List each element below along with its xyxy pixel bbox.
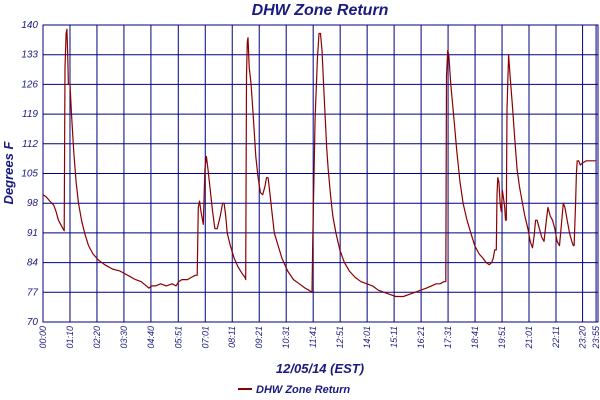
y-tick-label: 126: [21, 79, 38, 90]
x-tick-label: 15:11: [389, 326, 399, 348]
x-tick-label: 11:41: [308, 326, 318, 348]
x-tick-label: 18:41: [470, 326, 480, 349]
x-tick-label: 02:20: [92, 326, 102, 349]
x-tick-label: 01:10: [65, 326, 75, 349]
y-tick-label: 91: [27, 228, 38, 239]
y-tick-label: 112: [22, 139, 38, 150]
x-tick-label: 10:31: [281, 326, 291, 349]
y-tick-label: 133: [21, 50, 38, 61]
x-tick-label: 21:01: [524, 326, 534, 350]
x-tick-label: 14:01: [362, 326, 372, 349]
x-tick-label: 03:30: [119, 326, 129, 349]
x-axis-label: 12/05/14 (EST): [276, 361, 364, 376]
y-tick-label: 105: [21, 169, 38, 180]
y-tick-label: 70: [27, 317, 39, 328]
y-gridlines: [43, 24, 598, 323]
series-line: [42, 28, 597, 298]
legend: DHW Zone Return: [238, 384, 350, 396]
x-tick-label: 22:11: [551, 326, 561, 349]
y-tick-label: 98: [27, 198, 39, 209]
x-tick-label: 05:51: [173, 326, 183, 349]
y-axis-label: Degrees F: [1, 141, 16, 205]
legend-label: DHW Zone Return: [256, 384, 350, 396]
chart-title: DHW Zone Return: [252, 2, 389, 19]
x-gridlines: [42, 25, 597, 322]
x-tick-label: 23:55: [591, 325, 600, 350]
x-tick-label: 08:11: [227, 326, 237, 348]
x-tick-label: 09:21: [254, 326, 264, 349]
y-tick-labels: 70 77 84 91 98 105 112 119 126 133 140: [21, 20, 38, 328]
x-tick-label: 12:51: [335, 326, 345, 349]
y-tick-label: 77: [27, 287, 39, 298]
x-tick-label: 17:31: [443, 326, 453, 349]
y-tick-label: 119: [22, 109, 38, 120]
y-tick-label: 84: [27, 258, 39, 269]
x-tick-label: 16:21: [416, 326, 426, 349]
x-tick-label: 00:00: [38, 326, 48, 349]
x-tick-label: 07:01: [200, 326, 210, 349]
series-layer: [42, 28, 597, 298]
x-tick-labels: 00:00 01:10 02:20 03:30 04:40 05:51 07:01 08:11…: [38, 325, 600, 350]
x-tick-label: 19:51: [497, 326, 507, 349]
x-tick-label: 23:20: [578, 326, 588, 350]
y-tick-label: 140: [21, 20, 38, 31]
x-tick-label: 04:40: [146, 326, 156, 349]
